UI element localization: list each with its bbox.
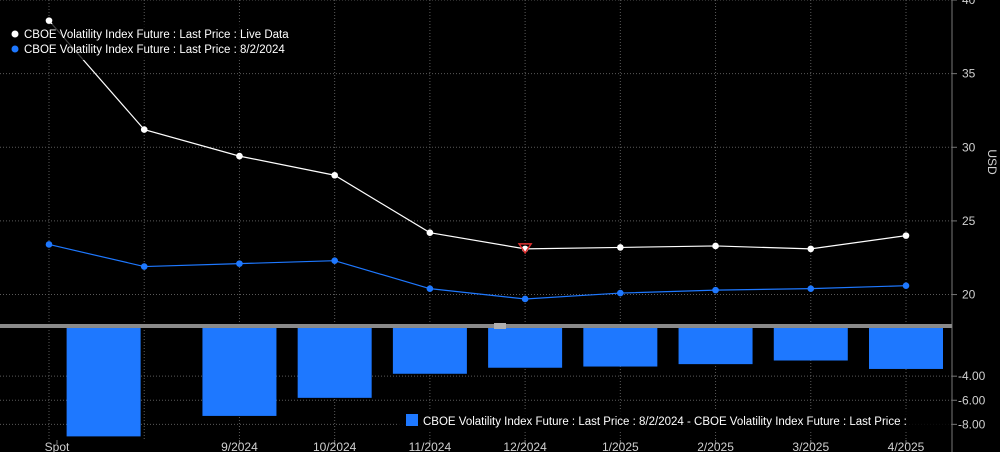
legend-label: CBOE Volatility Index Future : Last Pric… (24, 29, 289, 41)
x-tick-label: 2/2025 (697, 440, 734, 452)
x-tick-label: 1/2025 (602, 440, 639, 452)
bar-Spot (66, 328, 141, 437)
series-line-0 (48, 20, 907, 250)
legend-swatch (11, 30, 19, 38)
highlight-marker (517, 243, 533, 255)
y-tick-label: 35 (962, 67, 976, 81)
legend-label: CBOE Volatility Index Future : Last Pric… (423, 416, 907, 428)
series-1-point (140, 263, 148, 270)
series-1-point (45, 241, 53, 248)
bar-9-2024 (202, 328, 277, 416)
series-0-point (426, 229, 434, 236)
bar-4-2025 (869, 328, 943, 369)
series-1-point (617, 289, 624, 297)
top-legend: CBOE Volatility Index Future : Last Pric… (2, 24, 312, 60)
x-tick-label: 10/2024 (313, 440, 357, 452)
series-0-point (140, 126, 148, 133)
legend-background (398, 410, 950, 432)
series-1-point (807, 285, 815, 292)
series-1-point (902, 282, 910, 290)
legend-label: CBOE Volatility Index Future : Last Pric… (24, 44, 285, 56)
series-0-point (331, 171, 338, 179)
y-axis-label: USD (985, 149, 999, 175)
legends: CBOE Volatility Index Future : Last Pric… (2, 24, 950, 432)
line-series (45, 17, 910, 303)
legend-background (2, 24, 312, 60)
series-0-point (236, 152, 243, 160)
y-tick-label: 30 (962, 140, 976, 154)
legend-swatch (406, 414, 418, 426)
y-tick-label: 20 (962, 288, 976, 302)
x-tick-label: 4/2025 (888, 440, 925, 452)
y-tick-label: -6.00 (958, 393, 986, 407)
x-tick-label: 9/2024 (221, 440, 258, 452)
y-tick-label: -4.00 (958, 369, 986, 383)
y-tick-label: 25 (962, 214, 976, 228)
series-1-point (521, 295, 529, 303)
series-1-point (331, 257, 338, 264)
series-0-point (712, 242, 719, 250)
gridlines (0, 0, 952, 440)
series-1-point (712, 286, 719, 294)
panel-divider (0, 324, 952, 328)
series-1-point (236, 260, 243, 267)
x-tick-label: Spot (45, 440, 70, 452)
bar-10-2024 (297, 328, 372, 398)
x-tick-label: 12/2024 (503, 440, 547, 452)
bar-legend: CBOE Volatility Index Future : Last Pric… (398, 410, 950, 432)
series-0-point (45, 17, 53, 24)
series-line-1 (48, 243, 907, 300)
y-tick-label: 40 (962, 0, 976, 7)
series-0-point (617, 244, 624, 251)
series-1-point (426, 285, 434, 292)
difference-bars (66, 328, 943, 437)
x-tick-label: 3/2025 (792, 440, 829, 452)
bar-2-2025 (678, 328, 753, 365)
legend-swatch (11, 45, 19, 53)
bar-11-2024 (392, 328, 467, 374)
series-0-point (902, 232, 910, 239)
x-tick-label: 11/2024 (409, 440, 452, 452)
series-0-point (807, 245, 815, 253)
y-tick-label: -8.00 (958, 417, 986, 431)
panel-divider-handle (494, 323, 506, 329)
bar-12-2024 (488, 328, 563, 368)
bar-1-2025 (583, 328, 658, 367)
bar-3-2025 (773, 328, 848, 361)
